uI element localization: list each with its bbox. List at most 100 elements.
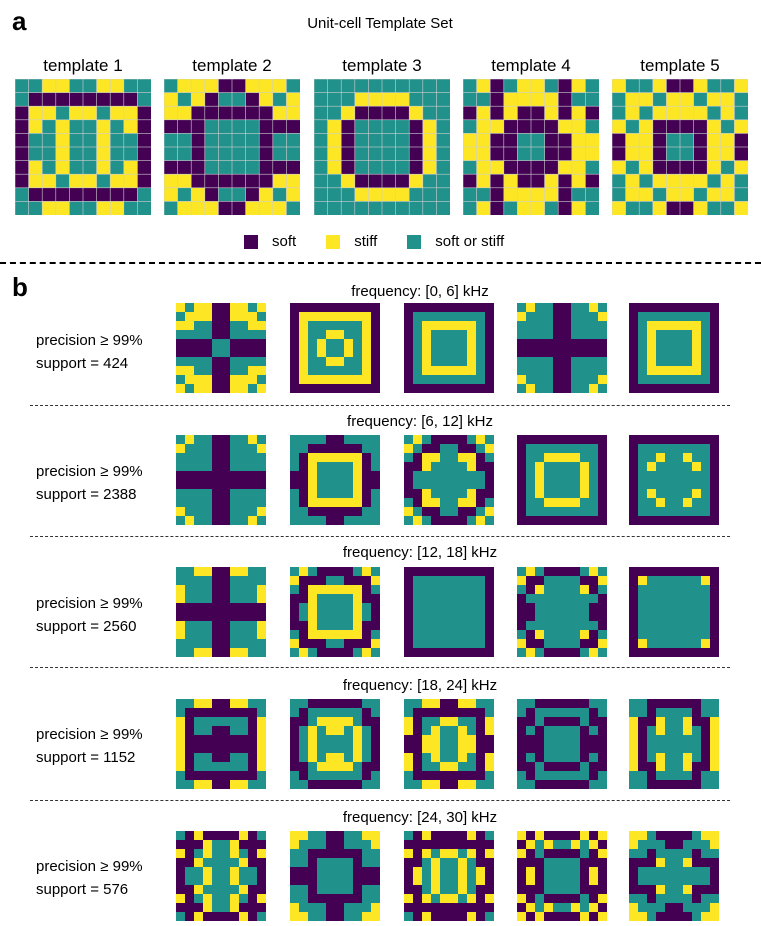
grid-cell: [258, 187, 274, 203]
grid-cell: [440, 435, 450, 445]
grid-cell: [710, 648, 719, 657]
grid-cell: [679, 119, 695, 134]
grid-cell: [535, 594, 545, 604]
grid-cell: [517, 507, 527, 517]
grid-cell: [354, 105, 369, 121]
row-3-cell-3: [404, 567, 494, 657]
grid-cell: [203, 831, 213, 841]
grid-cell: [371, 780, 380, 789]
grid-cell: [674, 357, 684, 367]
grid-cell: [185, 699, 195, 709]
grid-cell: [176, 903, 186, 913]
grid-cell: [720, 119, 736, 134]
grid-cell: [665, 444, 675, 454]
grid-cell: [353, 735, 363, 745]
grid-cell: [526, 639, 536, 649]
grid-cell: [598, 699, 607, 709]
grid-cell: [344, 444, 354, 454]
grid-cell: [449, 594, 459, 604]
grid-cell: [335, 594, 345, 604]
grid-cell: [526, 903, 536, 913]
grid-cell: [221, 366, 231, 376]
grid-cell: [535, 639, 545, 649]
grid-cell: [69, 160, 84, 175]
grid-cell: [665, 699, 675, 709]
grid-cell: [571, 498, 581, 508]
grid-cell: [674, 366, 684, 376]
grid-cell: [647, 603, 657, 613]
grid-cell: [674, 507, 684, 517]
row-2-cell-3: [404, 435, 494, 525]
grid-cell: [476, 753, 486, 763]
grid-cell: [544, 876, 554, 886]
legend-swatch-stiff: [326, 235, 341, 249]
grid-cell: [362, 894, 372, 904]
grid-cell: [589, 771, 599, 781]
grid-cell: [431, 375, 441, 385]
grid-cell: [413, 840, 423, 850]
row-4-cell-3: [404, 699, 494, 789]
grid-cell: [248, 885, 258, 895]
grid-cell: [344, 717, 354, 727]
grid-cell: [431, 312, 441, 322]
grid-cell: [362, 375, 372, 385]
grid-cell: [308, 357, 318, 367]
grid-cell: [340, 119, 356, 134]
grid-cell: [308, 348, 318, 358]
grid-cell: [683, 435, 693, 445]
grid-cell: [185, 339, 195, 349]
grid-cell: [544, 780, 554, 789]
grid-cell: [362, 507, 372, 517]
grid-cell: [526, 384, 536, 393]
grid-cell: [674, 612, 684, 622]
grid-cell: [683, 498, 693, 508]
grid-cell: [362, 453, 372, 463]
grid-cell: [485, 831, 494, 841]
grid-cell: [638, 621, 648, 631]
grid-cell: [647, 330, 657, 340]
grid-cell: [463, 146, 478, 162]
grid-cell: [734, 160, 748, 175]
grid-cell: [230, 771, 240, 781]
grid-cell: [308, 594, 318, 604]
grid-cell: [589, 516, 599, 525]
grid-cell: [535, 312, 545, 322]
grid-cell: [230, 912, 240, 921]
grid-cell: [517, 612, 527, 622]
grid-cell: [598, 471, 607, 481]
grid-cell: [28, 160, 43, 175]
grid-cell: [701, 348, 711, 358]
grid-cell: [598, 357, 607, 367]
grid-cell: [353, 648, 363, 657]
grid-cell: [239, 375, 249, 385]
grid-cell: [440, 780, 450, 789]
grid-cell: [485, 321, 494, 331]
grid-cell: [239, 699, 249, 709]
grid-cell: [467, 648, 477, 657]
grid-cell: [257, 831, 266, 841]
row-1-support: support = 424: [36, 355, 129, 372]
grid-cell: [692, 744, 702, 754]
grid-cell: [683, 831, 693, 841]
grid-cell: [422, 330, 432, 340]
grid-cell: [638, 612, 648, 622]
grid-cell: [638, 894, 648, 904]
grid-cell: [692, 639, 702, 649]
grid-cell: [335, 489, 345, 499]
grid-cell: [317, 840, 327, 850]
grid-cell: [701, 885, 711, 895]
grid-cell: [290, 876, 300, 886]
grid-cell: [413, 708, 423, 718]
grid-cell: [344, 348, 354, 358]
grid-cell: [286, 133, 300, 148]
grid-cell: [231, 173, 247, 189]
grid-cell: [476, 79, 491, 94]
grid-cell: [476, 375, 486, 385]
grid-cell: [203, 444, 213, 454]
grid-cell: [598, 516, 607, 525]
r2b-svg: [290, 435, 380, 525]
grid-cell: [458, 699, 468, 709]
grid-cell: [413, 330, 423, 340]
grid-cell: [422, 498, 432, 508]
grid-cell: [239, 753, 249, 763]
